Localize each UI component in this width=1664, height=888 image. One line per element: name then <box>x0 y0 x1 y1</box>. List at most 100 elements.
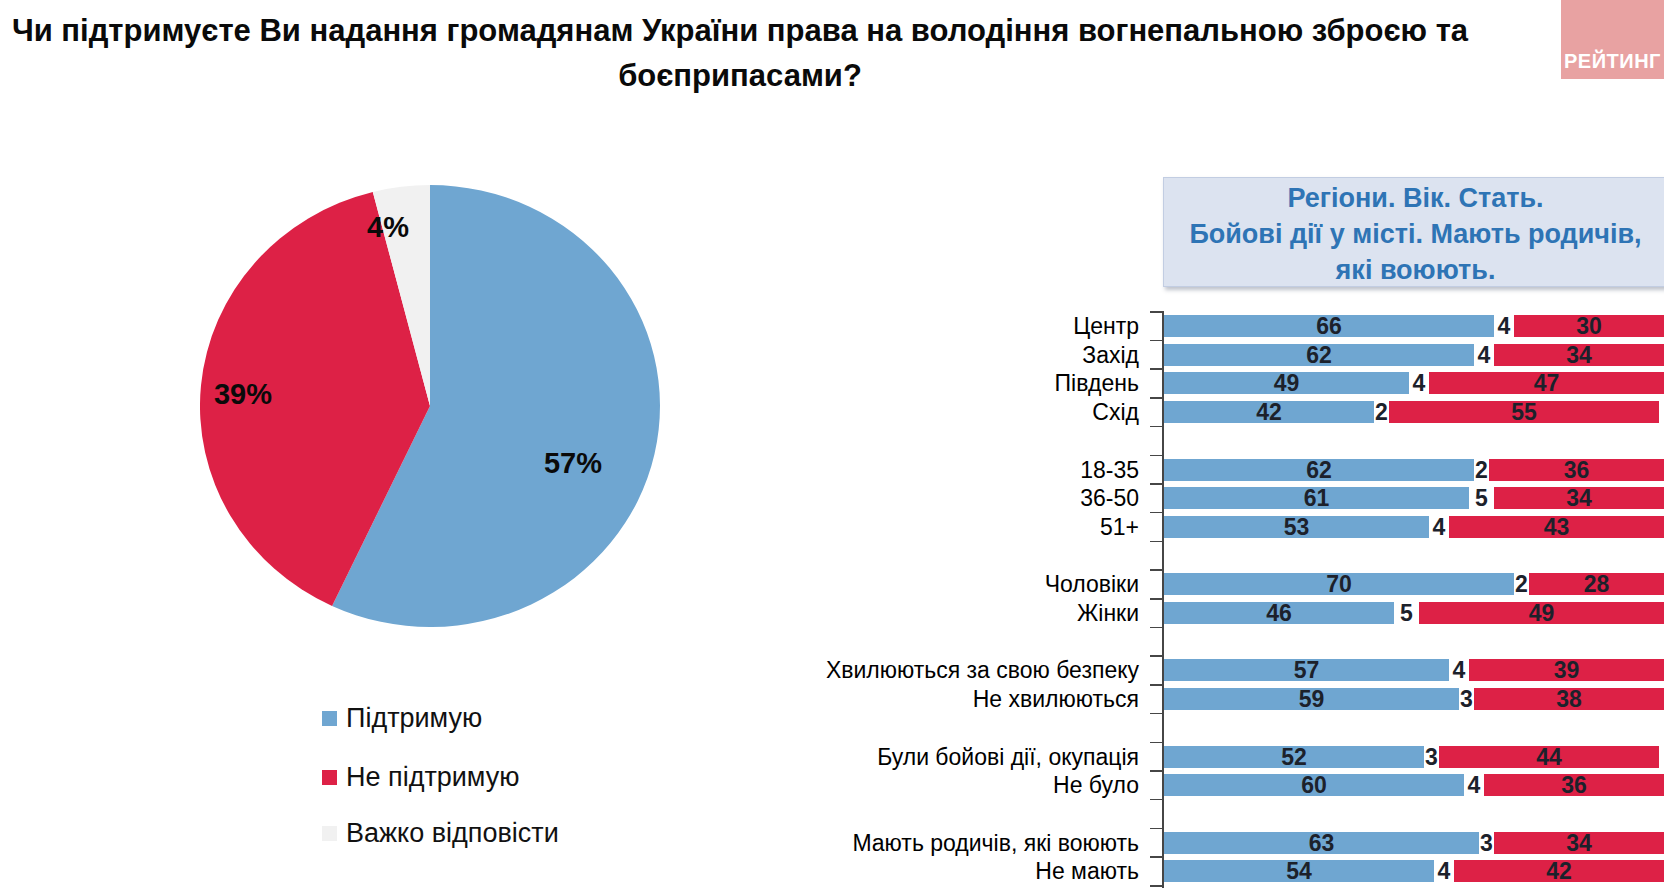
bar-segment-1-2-1: 4 <box>1429 516 1449 538</box>
bar-segment-4-0-0: 52 <box>1164 746 1424 768</box>
page-title: Чи підтримуєте Ви надання громадянам Укр… <box>0 8 1480 98</box>
bar-value: 36 <box>1561 774 1587 796</box>
bar-segment-0-2-0: 49 <box>1164 372 1409 394</box>
axis-tick <box>1150 340 1163 342</box>
axis-tick <box>1150 655 1163 657</box>
bar-segment-5-0-0: 63 <box>1164 832 1479 854</box>
bar-segment-3-0-0: 57 <box>1164 659 1449 681</box>
bar-segment-0-3-1: 2 <box>1374 401 1389 423</box>
demographics-line-3: які воюють. <box>1164 252 1664 288</box>
axis-tick <box>1150 455 1163 457</box>
bar-label-0-3: Схід <box>0 401 1139 423</box>
bar-label-1-1: 36-50 <box>0 487 1139 509</box>
bar-segment-4-1-2: 36 <box>1484 774 1664 796</box>
bar-label-3-0: Хвилюються за свою безпеку <box>0 659 1139 681</box>
bar-label-3-1: Не хвилюються <box>0 688 1139 710</box>
axis-tick <box>1150 684 1163 686</box>
bar-value: 70 <box>1326 573 1352 595</box>
axis-tick <box>1150 483 1163 485</box>
bar-value: 63 <box>1309 832 1335 854</box>
bar-segment-3-1-2: 38 <box>1474 688 1664 710</box>
bar-label-5-1: Не мають <box>0 860 1139 882</box>
bar-value: 53 <box>1284 516 1310 538</box>
rating-logo-text: РЕЙТИНГ <box>1564 50 1661 73</box>
bar-value: 4 <box>1478 344 1491 366</box>
bar-segment-0-0-2: 30 <box>1514 315 1664 337</box>
axis-tick <box>1150 368 1163 370</box>
bar-value: 49 <box>1274 372 1300 394</box>
bar-segment-1-1-0: 61 <box>1164 487 1469 509</box>
bar-value: 2 <box>1515 573 1528 595</box>
bar-segment-4-0-2: 44 <box>1439 746 1659 768</box>
axis-tick <box>1150 397 1163 399</box>
bar-value: 30 <box>1576 315 1602 337</box>
bar-value: 49 <box>1529 602 1555 624</box>
bar-segment-2-0-2: 28 <box>1529 573 1664 595</box>
bar-value: 4 <box>1498 315 1511 337</box>
bar-value: 34 <box>1566 344 1592 366</box>
bar-segment-0-0-0: 66 <box>1164 315 1494 337</box>
axis-tick <box>1150 512 1163 514</box>
bar-segment-5-1-0: 54 <box>1164 860 1434 882</box>
bar-segment-4-1-0: 60 <box>1164 774 1464 796</box>
axis-tick <box>1150 426 1163 428</box>
bar-value: 36 <box>1564 459 1590 481</box>
bar-segment-4-0-1: 3 <box>1424 746 1439 768</box>
title-line-2: боєприпасами? <box>0 53 1480 98</box>
axis-tick <box>1150 541 1163 543</box>
bar-segment-0-1-0: 62 <box>1164 344 1474 366</box>
bar-value: 59 <box>1299 688 1325 710</box>
bar-label-1-2: 51+ <box>0 516 1139 538</box>
bar-label-5-0: Мають родичів, які воюють <box>0 832 1139 854</box>
bar-value: 3 <box>1425 746 1438 768</box>
axis-tick <box>1150 770 1163 772</box>
bar-label-1-0: 18-35 <box>0 459 1139 481</box>
axis-tick <box>1150 885 1163 887</box>
bar-segment-5-0-2: 34 <box>1494 832 1664 854</box>
bar-value: 47 <box>1534 372 1560 394</box>
bar-segment-0-2-2: 47 <box>1429 372 1664 394</box>
bar-value: 2 <box>1475 459 1488 481</box>
bar-label-0-0: Центр <box>0 315 1139 337</box>
bar-segment-3-1-1: 3 <box>1459 688 1474 710</box>
bar-segment-2-1-2: 49 <box>1419 602 1664 624</box>
axis-tick <box>1150 742 1163 744</box>
bar-segment-1-2-2: 43 <box>1449 516 1664 538</box>
bar-segment-1-0-0: 62 <box>1164 459 1474 481</box>
bar-segment-0-1-2: 34 <box>1494 344 1664 366</box>
bar-segment-0-1-1: 4 <box>1474 344 1494 366</box>
bar-value: 54 <box>1286 860 1312 882</box>
demographics-line-1: Регіони. Вік. Стать. <box>1164 180 1664 216</box>
axis-tick <box>1150 799 1163 801</box>
bar-label-0-2: Південь <box>0 372 1139 394</box>
bar-value: 3 <box>1480 832 1493 854</box>
bar-label-0-1: Захід <box>0 344 1139 366</box>
bar-value: 66 <box>1316 315 1342 337</box>
bar-segment-2-1-0: 46 <box>1164 602 1394 624</box>
bar-label-4-1: Не було <box>0 774 1139 796</box>
bar-segment-3-1-0: 59 <box>1164 688 1459 710</box>
bar-segment-2-1-1: 5 <box>1394 602 1419 624</box>
bar-value: 62 <box>1306 344 1332 366</box>
axis-tick <box>1150 713 1163 715</box>
axis-tick <box>1150 828 1163 830</box>
bar-value: 46 <box>1266 602 1292 624</box>
bar-value: 2 <box>1375 401 1388 423</box>
bar-value: 4 <box>1453 659 1466 681</box>
bar-value: 57 <box>1294 659 1320 681</box>
bar-value: 52 <box>1281 746 1307 768</box>
axis-tick <box>1150 598 1163 600</box>
bar-segment-0-3-0: 42 <box>1164 401 1374 423</box>
bar-value: 44 <box>1536 746 1562 768</box>
bar-segment-2-0-0: 70 <box>1164 573 1514 595</box>
pie-label-hard: 4% <box>367 211 409 244</box>
bar-value: 55 <box>1511 401 1537 423</box>
bar-segment-1-2-0: 53 <box>1164 516 1429 538</box>
axis-tick <box>1150 311 1163 313</box>
bar-value: 39 <box>1554 659 1580 681</box>
bar-label-4-0: Були бойові дії, окупація <box>0 746 1139 768</box>
bar-value: 43 <box>1544 516 1570 538</box>
slide: Чи підтримуєте Ви надання громадянам Укр… <box>0 0 1664 888</box>
bar-segment-5-1-1: 4 <box>1434 860 1454 882</box>
bar-segment-3-0-1: 4 <box>1449 659 1469 681</box>
